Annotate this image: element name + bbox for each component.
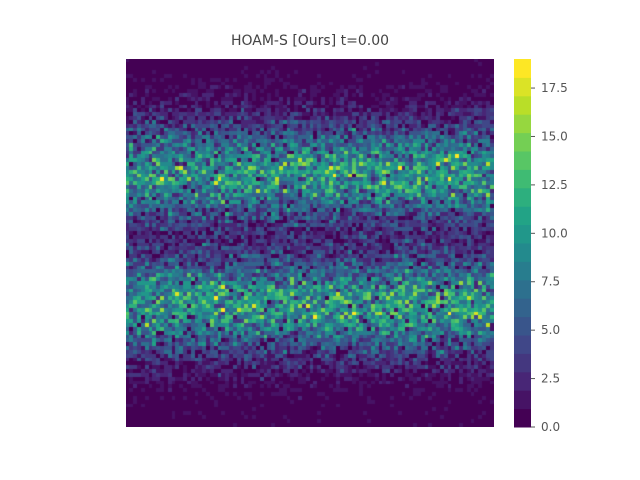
heatmap-plot <box>126 59 494 427</box>
colorbar-tick-label: 10.0 <box>541 226 568 240</box>
colorbar-segment <box>514 371 531 391</box>
colorbar-segment <box>514 261 531 281</box>
colorbar-segment <box>514 59 531 78</box>
colorbar-segment <box>514 243 531 262</box>
colorbar-segment <box>514 169 531 189</box>
colorbar-tick-label: 15.0 <box>541 129 568 143</box>
colorbar-segment <box>514 95 531 115</box>
colorbar-segment <box>514 298 531 318</box>
colorbar-segment <box>514 187 531 207</box>
colorbar-segment <box>514 316 531 336</box>
colorbar-segment <box>514 408 531 428</box>
colorbar-segment <box>514 151 531 170</box>
colorbar-segment <box>514 353 531 373</box>
colorbar-tick-label: 7.5 <box>541 275 560 289</box>
colorbar-segment <box>514 77 531 97</box>
colorbar-segment <box>514 390 531 410</box>
colorbar-segment <box>514 335 531 354</box>
colorbar-tick-label: 2.5 <box>541 372 560 386</box>
colorbar-tick-label: 5.0 <box>541 323 560 337</box>
colorbar-segment <box>514 132 531 152</box>
colorbar: 0.0 2.5 5.0 7.5 10.0 12.5 15.0 17.5 <box>514 59 568 434</box>
colorbar-segment <box>514 206 531 226</box>
colorbar-tick-label: 12.5 <box>541 178 568 192</box>
colorbar-segment <box>514 279 531 299</box>
colorbar-segment <box>514 224 531 244</box>
chart-title: HOAM-S [Ours] t=0.00 <box>230 33 390 49</box>
colorbar-tick-label: 17.5 <box>541 81 568 95</box>
colorbar-tick-label: 0.0 <box>541 420 560 434</box>
colorbar-segment <box>514 114 531 134</box>
